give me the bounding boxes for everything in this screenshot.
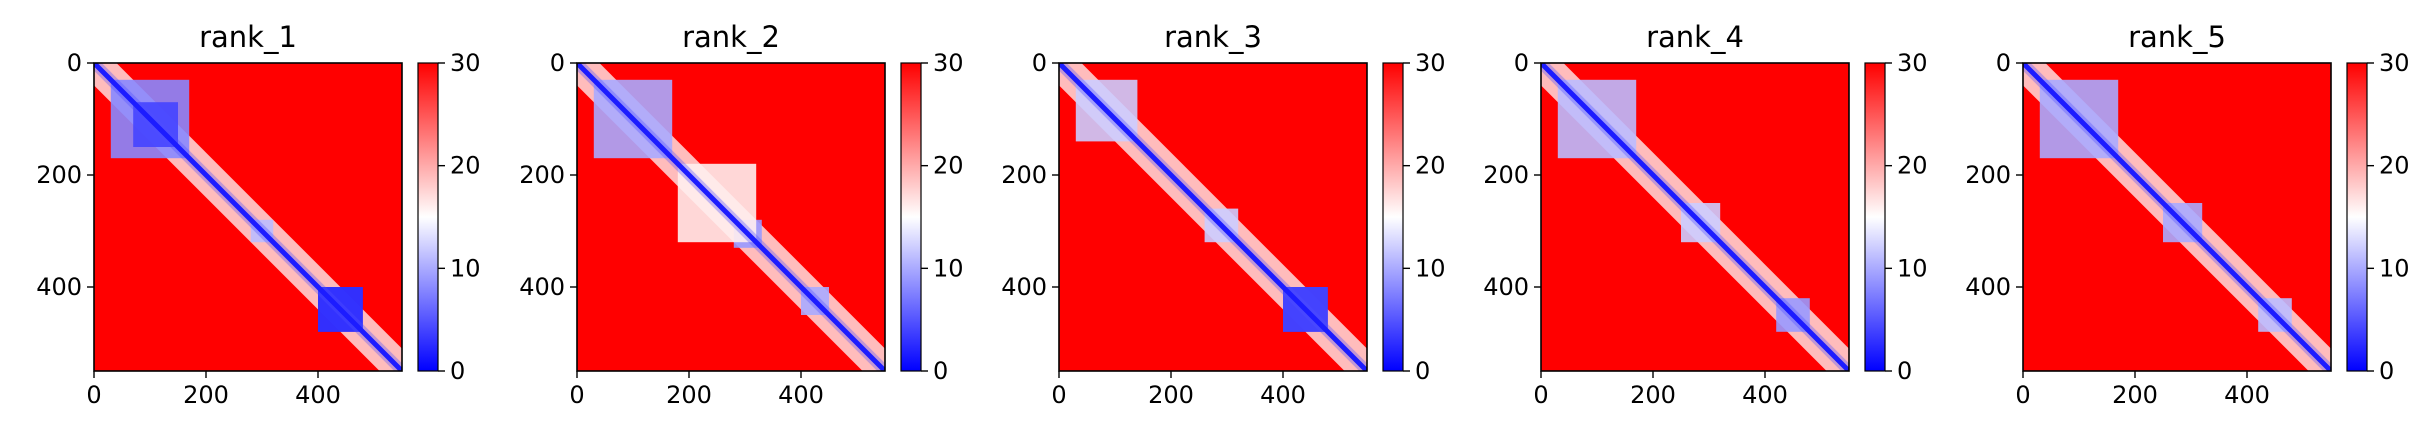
y-tick-label: 400 xyxy=(519,273,565,301)
y-tick-label: 0 xyxy=(550,49,565,77)
heatmap-panel-1: rank_1 0 200 400 0 200 400 0 10 20 30 xyxy=(36,20,480,409)
colorbar-tick-label: 20 xyxy=(2379,152,2410,180)
x-tick-label: 200 xyxy=(1630,381,1676,409)
axes-frame xyxy=(1058,62,1368,372)
colorbar-tick-label: 10 xyxy=(2379,254,2410,282)
heatmap-image xyxy=(1059,63,1367,371)
y-tick-label: 400 xyxy=(1483,273,1529,301)
colorbar-tick-label: 0 xyxy=(1897,357,1912,385)
colorbar-tick-label: 30 xyxy=(933,49,964,77)
x-tick-label: 200 xyxy=(2112,381,2158,409)
colorbar-tick-label: 30 xyxy=(450,49,481,77)
colorbar-tick-label: 0 xyxy=(933,357,948,385)
y-tick-label: 0 xyxy=(1996,49,2011,77)
heatmap-panel-4: rank_4 0 200 400 0 200 400 0 10 20 30 xyxy=(1483,20,1927,409)
colorbar-tick-label: 10 xyxy=(450,254,481,282)
colorbar xyxy=(900,62,922,372)
heatmap-image xyxy=(1541,63,1849,371)
colorbar-tick-label: 20 xyxy=(1897,152,1928,180)
x-tick-label: 200 xyxy=(183,381,229,409)
y-tick-label: 0 xyxy=(1032,49,1047,77)
colorbar-tick-label: 30 xyxy=(1897,49,1928,77)
heatmap-panel-2: rank_2 0 200 400 0 200 400 0 10 20 30 xyxy=(519,20,963,409)
colorbar-tick-label: 20 xyxy=(450,152,481,180)
colorbar-tick-label: 20 xyxy=(933,152,964,180)
diagonal-line xyxy=(2023,63,2331,371)
colorbar xyxy=(1382,62,1404,372)
x-tick-label: 0 xyxy=(569,381,584,409)
colorbar xyxy=(1864,62,1886,372)
y-tick-label: 200 xyxy=(519,161,565,189)
diagonal-line xyxy=(577,63,885,371)
y-tick-label: 0 xyxy=(67,49,82,77)
y-tick-label: 200 xyxy=(1483,161,1529,189)
diagonal-halo xyxy=(2023,63,2331,371)
diagonal-halo xyxy=(1059,63,1367,371)
y-tick-label: 200 xyxy=(36,161,82,189)
y-tick-label: 400 xyxy=(36,273,82,301)
x-tick-label: 0 xyxy=(2015,381,2030,409)
colorbar-tick-label: 10 xyxy=(933,254,964,282)
x-tick-label: 400 xyxy=(295,381,341,409)
colorbar-tick-label: 20 xyxy=(1415,152,1446,180)
colorbar-tick-label: 0 xyxy=(450,357,465,385)
colorbar-tick-label: 10 xyxy=(1415,254,1446,282)
y-tick-label: 200 xyxy=(1965,161,2011,189)
heatmap-image xyxy=(577,63,885,371)
diagonal-line xyxy=(1541,63,1849,371)
colorbar-tick-label: 30 xyxy=(2379,49,2410,77)
x-tick-label: 0 xyxy=(1533,381,1548,409)
y-tick-label: 200 xyxy=(1001,161,1047,189)
axes-frame xyxy=(93,62,403,372)
panel-title: rank_1 xyxy=(199,20,297,54)
colorbar-tick-label: 30 xyxy=(1415,49,1446,77)
colorbar-tick-label: 0 xyxy=(1415,357,1430,385)
x-tick-label: 200 xyxy=(1148,381,1194,409)
y-tick-label: 400 xyxy=(1001,273,1047,301)
diagonal-halo xyxy=(577,63,885,371)
diagonal-halo xyxy=(94,63,402,371)
panel-title: rank_2 xyxy=(682,20,780,54)
colorbar xyxy=(417,62,439,372)
x-tick-label: 200 xyxy=(666,381,712,409)
heatmap-image xyxy=(2023,63,2331,371)
heatmap-panel-3: rank_3 0 200 400 0 200 400 0 10 20 30 xyxy=(1001,20,1445,409)
diagonal-halo xyxy=(1541,63,1849,371)
x-tick-label: 400 xyxy=(2224,381,2270,409)
x-tick-label: 400 xyxy=(1742,381,1788,409)
heatmap-panel-5: rank_5 0 200 400 0 200 400 0 10 20 30 xyxy=(1965,20,2409,409)
colorbar-tick-label: 0 xyxy=(2379,357,2394,385)
panel-title: rank_4 xyxy=(1646,20,1744,54)
y-tick-label: 0 xyxy=(1514,49,1529,77)
axes-frame xyxy=(2022,62,2332,372)
x-tick-label: 0 xyxy=(86,381,101,409)
colorbar-tick-label: 10 xyxy=(1897,254,1928,282)
y-tick-label: 400 xyxy=(1965,273,2011,301)
panel-title: rank_3 xyxy=(1164,20,1262,54)
x-tick-label: 400 xyxy=(778,381,824,409)
diagonal-line xyxy=(1059,63,1367,371)
x-tick-label: 0 xyxy=(1051,381,1066,409)
diagonal-line xyxy=(94,63,402,371)
axes-frame xyxy=(1540,62,1850,372)
heatmap-image xyxy=(94,63,402,371)
x-tick-label: 400 xyxy=(1260,381,1306,409)
axes-frame xyxy=(576,62,886,372)
colorbar xyxy=(2346,62,2368,372)
panel-title: rank_5 xyxy=(2128,20,2226,54)
